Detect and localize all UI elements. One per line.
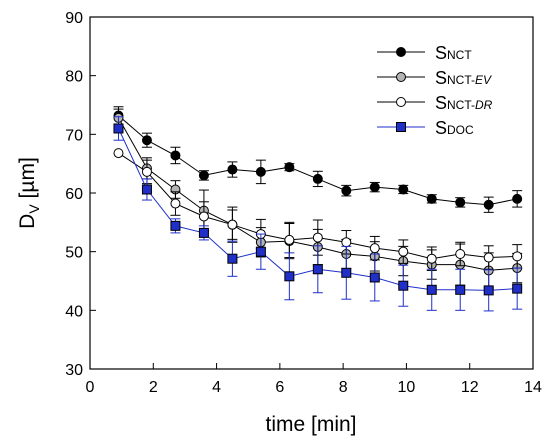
y-tick-label: 30 — [65, 362, 83, 379]
data-point — [198, 227, 209, 238]
data-point — [369, 182, 380, 193]
y-tick-label: 50 — [65, 245, 83, 262]
data-point — [312, 264, 323, 275]
data-point — [341, 267, 352, 278]
data-point — [170, 198, 181, 209]
data-point — [198, 211, 209, 222]
data-point — [255, 166, 266, 177]
data-point — [483, 285, 494, 296]
data-point — [369, 243, 380, 254]
legend-item: SNCT — [377, 43, 472, 63]
x-tick-label: 8 — [339, 379, 348, 396]
legend-marker — [396, 72, 406, 82]
legend-item: SNCT-EV — [377, 68, 492, 88]
data-point — [170, 150, 181, 161]
legend-item: SNCT-DR — [377, 93, 493, 113]
y-tick-label: 70 — [65, 127, 83, 144]
legend-label: SNCT-DR — [435, 93, 493, 113]
data-point — [512, 283, 523, 294]
data-point — [141, 166, 152, 177]
data-point — [341, 237, 352, 248]
x-axis-title: time [min] — [265, 413, 356, 436]
x-tick-label: 12 — [461, 379, 479, 396]
data-point — [426, 193, 437, 204]
data-point — [113, 148, 124, 159]
legend-label: SNCT — [435, 43, 472, 63]
data-point — [512, 251, 523, 262]
legend-label: SNCT-EV — [435, 68, 492, 88]
legend-item: SDOC — [377, 118, 474, 138]
data-point — [512, 193, 523, 204]
data-point — [113, 123, 124, 134]
data-point — [455, 284, 466, 295]
data-point — [455, 249, 466, 260]
data-point — [227, 164, 238, 175]
legend-marker — [396, 47, 406, 57]
data-point — [198, 170, 209, 181]
data-point — [483, 252, 494, 263]
data-point — [398, 280, 409, 291]
data-point — [398, 184, 409, 195]
y-tick-label: 40 — [65, 303, 83, 320]
data-point — [284, 162, 295, 173]
plot-frame — [89, 16, 534, 370]
legend-marker — [396, 97, 406, 107]
data-point — [312, 232, 323, 243]
x-tick-label: 10 — [398, 379, 416, 396]
data-point — [255, 246, 266, 257]
y-tick-label: 90 — [65, 10, 83, 27]
x-tick-label: 6 — [275, 379, 284, 396]
data-point — [483, 199, 494, 210]
data-point — [369, 272, 380, 283]
data-point — [341, 185, 352, 196]
series-snct — [113, 106, 523, 213]
y-axis-title: DV [µm] — [16, 157, 42, 229]
x-tick-label: 4 — [212, 379, 221, 396]
x-tick-label: 0 — [86, 379, 95, 396]
x-tick-label: 14 — [524, 379, 542, 396]
data-point — [141, 184, 152, 195]
data-point — [312, 173, 323, 184]
legend: SNCT SNCT-EV SNCT-DR SDOC — [377, 43, 493, 138]
data-point — [227, 253, 238, 264]
x-tick-label: 2 — [149, 379, 158, 396]
data-point — [141, 135, 152, 146]
data-point — [398, 246, 409, 257]
data-point — [426, 253, 437, 264]
series-sdoc — [113, 116, 523, 312]
y-tick-label: 60 — [65, 186, 83, 203]
legend-marker — [396, 122, 406, 132]
legend-label: SDOC — [435, 118, 474, 138]
data-point — [170, 220, 181, 231]
data-point — [426, 284, 437, 295]
data-point — [455, 197, 466, 208]
y-tick-label: 80 — [65, 69, 83, 86]
data-point — [227, 219, 238, 230]
data-point — [284, 234, 295, 245]
data-point — [284, 271, 295, 282]
